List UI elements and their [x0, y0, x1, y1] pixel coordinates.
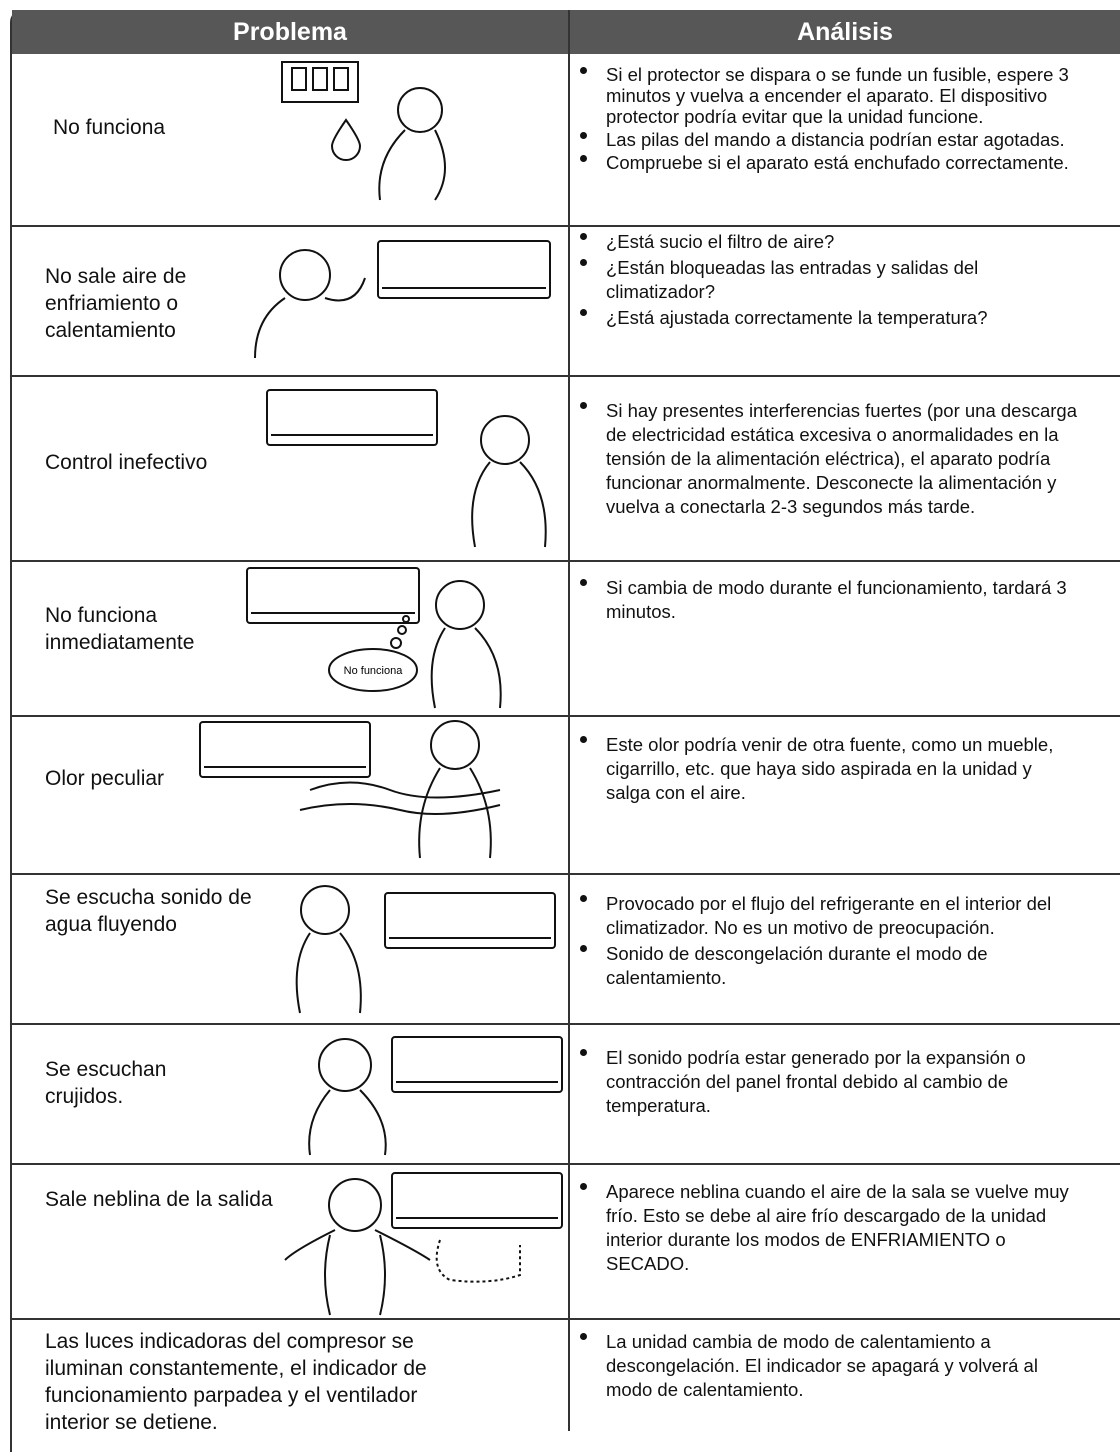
- analysis-item: ¿Están bloqueadas las entradas y salidas…: [576, 256, 1081, 304]
- row-divider: [12, 225, 1120, 227]
- row-divider: [12, 560, 1120, 562]
- problem-line: Control inefectivo: [45, 451, 208, 474]
- problem-text: No funciona: [53, 114, 165, 141]
- problem-line: calentamiento: [45, 319, 176, 342]
- header-analysis: Análisis: [570, 10, 1120, 54]
- analysis-item: ¿Está sucio el filtro de aire?: [576, 230, 1081, 254]
- problem-line: No funciona: [53, 116, 166, 139]
- problem-line: interior se detiene.: [45, 1411, 218, 1434]
- people: [254, 87, 547, 1316]
- problem-text: Control inefectivo: [45, 449, 207, 476]
- analysis-item: La unidad cambia de modo de calentamient…: [576, 1330, 1081, 1402]
- problem-line: No sale aire de: [45, 265, 187, 288]
- analysis-list: Aparece neblina cuando el aire de la sal…: [576, 1180, 1081, 1278]
- analysis-item: Compruebe si el aparato está enchufado c…: [576, 152, 1081, 173]
- row-divider: [12, 1163, 1120, 1165]
- problem-text: Se escucha sonido de agua fluyendo: [45, 884, 252, 938]
- problem-text: Olor peculiar: [45, 765, 164, 792]
- analysis-item: Si cambia de modo durante el funcionamie…: [576, 576, 1081, 624]
- problem-text: Se escuchan crujidos.: [45, 1056, 166, 1110]
- problem-text: No sale aire de enfriamiento o calentamien…: [45, 263, 186, 344]
- header-problem: Problema: [12, 10, 568, 54]
- analysis-list: Provocado por el flujo del refrigerante …: [576, 892, 1081, 992]
- problem-text: No funciona inmediatamente: [45, 602, 194, 656]
- problem-line: crujidos.: [45, 1085, 124, 1108]
- analysis-item: Si el protector se dispara o se funde un…: [576, 64, 1081, 127]
- problem-line: funcionamiento parpadea y el ventilador: [45, 1384, 418, 1407]
- problem-line: agua fluyendo: [45, 913, 177, 936]
- problem-line: Sale neblina de la salida: [45, 1188, 273, 1211]
- problem-line: Se escuchan: [45, 1058, 167, 1081]
- analysis-list: Si cambia de modo durante el funcionamie…: [576, 576, 1081, 626]
- analysis-list: La unidad cambia de modo de calentamient…: [576, 1330, 1081, 1404]
- problem-line: enfriamiento o: [45, 292, 179, 315]
- row-divider: [12, 1023, 1120, 1025]
- problem-line: inmediatamente: [45, 631, 195, 654]
- analysis-list: ¿Está sucio el filtro de aire? ¿Están blo…: [576, 230, 1081, 332]
- thought-bubble: No funciona: [328, 615, 418, 692]
- ac-units: [199, 240, 563, 1229]
- row-divider: [12, 715, 1120, 717]
- problem-line: Se escucha sonido de: [45, 886, 252, 909]
- column-divider: [568, 10, 570, 1431]
- analysis-item: Sonido de descongelación durante el modo…: [576, 942, 1081, 990]
- row-divider: [12, 375, 1120, 377]
- analysis-item: Las pilas del mando a distancia podrían …: [576, 129, 1081, 150]
- row-divider: [12, 1318, 1120, 1320]
- analysis-item: El sonido podría estar generado por la e…: [576, 1046, 1081, 1118]
- problem-line: Las luces indicadoras del compresor se: [45, 1330, 414, 1353]
- problem-line: Olor peculiar: [45, 767, 165, 790]
- problem-line: No funciona: [45, 604, 158, 627]
- problem-text: Las luces indicadoras del compresor se il…: [45, 1328, 427, 1436]
- problem-text: Sale neblina de la salida: [45, 1186, 273, 1213]
- analysis-list: Si hay presentes interferencias fuertes …: [576, 399, 1081, 521]
- row-divider: [12, 873, 1120, 875]
- analysis-item: Provocado por el flujo del refrigerante …: [576, 892, 1081, 940]
- analysis-list: El sonido podría estar generado por la e…: [576, 1046, 1081, 1120]
- problem-line: iluminan constantemente, el indicador de: [45, 1357, 427, 1380]
- analysis-list: Este olor podría venir de otra fuente, c…: [576, 733, 1081, 807]
- breaker-box: [281, 61, 362, 161]
- analysis-item: ¿Está ajustada correctamente la temperat…: [576, 306, 1081, 330]
- analysis-item: Aparece neblina cuando el aire de la sal…: [576, 1180, 1081, 1276]
- analysis-list: Si el protector se dispara o se funde un…: [576, 64, 1081, 175]
- bubble-text: No funciona: [344, 665, 404, 677]
- analysis-item: Este olor podría venir de otra fuente, c…: [576, 733, 1081, 805]
- analysis-item: Si hay presentes interferencias fuertes …: [576, 399, 1081, 519]
